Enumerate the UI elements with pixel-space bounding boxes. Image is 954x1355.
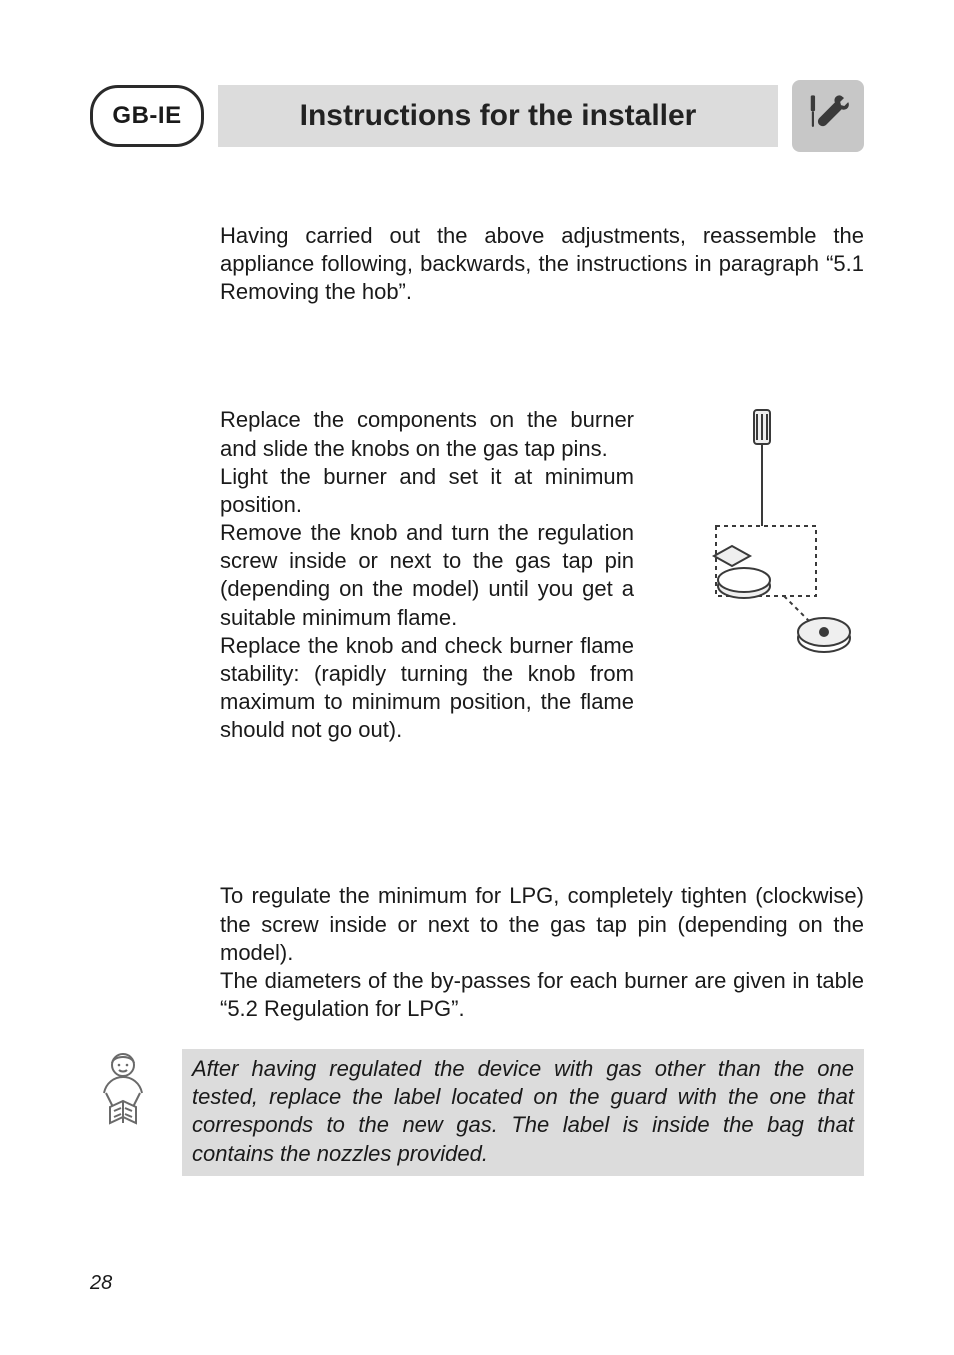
- page-number: 28: [90, 1272, 112, 1295]
- paragraph-bypass-table-ref: The diameters of the by-passes for each …: [220, 967, 864, 1023]
- tools-icon: [805, 91, 851, 142]
- page-header: GB-IE Instructions for the installer: [90, 80, 864, 152]
- paragraph-replace-knob: Replace the knob and check burner flame …: [220, 632, 634, 745]
- person-reading-manual-icon: [90, 1049, 156, 1144]
- tools-icon-tile: [792, 80, 864, 152]
- minimum-adjust-section: Replace the components on the burner and…: [220, 406, 864, 770]
- header-title-band: Instructions for the installer: [218, 85, 778, 147]
- paragraph-reassemble: Having carried out the above adjustments…: [220, 222, 864, 306]
- locale-badge: GB-IE: [90, 85, 204, 147]
- gas-label-callout: After having regulated the device with g…: [90, 1049, 864, 1176]
- minimum-adjust-text: Replace the components on the burner and…: [220, 406, 634, 770]
- paragraph-replace-components: Replace the components on the burner and…: [220, 406, 634, 462]
- page-title: Instructions for the installer: [300, 99, 697, 133]
- paragraph-lpg-regulate: To regulate the minimum for LPG, complet…: [220, 882, 864, 966]
- screwdriver-knob-diagram-icon: [654, 406, 864, 671]
- adjustment-figure: [654, 406, 864, 671]
- callout-text: After having regulated the device with g…: [192, 1055, 854, 1168]
- body-column: Having carried out the above adjustments…: [220, 222, 864, 1023]
- callout-band: After having regulated the device with g…: [182, 1049, 864, 1176]
- manual-page: GB-IE Instructions for the installer H: [0, 0, 954, 1355]
- technician-icon-container: [90, 1049, 156, 1139]
- paragraph-light-burner: Light the burner and set it at minimum p…: [220, 463, 634, 519]
- paragraph-remove-knob: Remove the knob and turn the regulation …: [220, 519, 634, 632]
